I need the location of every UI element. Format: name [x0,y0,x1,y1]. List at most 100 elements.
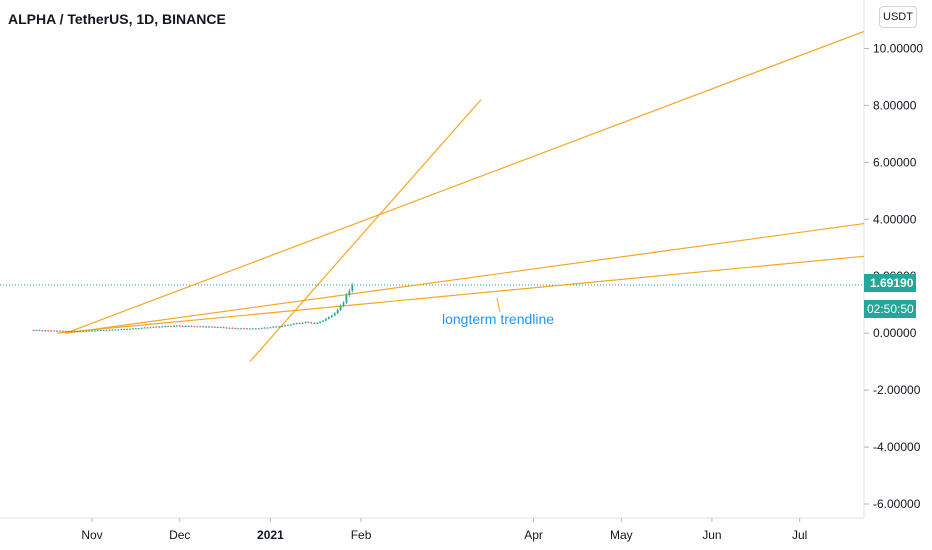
candle-body [123,329,126,331]
candle-body [254,328,257,330]
time-axis-label: Jul [792,528,807,542]
candle-body [295,323,298,325]
candle-body [269,327,272,329]
candle-body [161,326,164,328]
candle-body [111,329,114,331]
candle-body [325,318,327,321]
price-label-value: 1.69190 [870,276,914,290]
candle-body [304,322,307,324]
candle-body [292,323,295,325]
trendline[interactable] [65,30,865,334]
time-axis[interactable]: Nov Dec 2021 Feb Apr May Jun Jul [81,518,807,542]
candle-body [99,330,102,332]
candle-body [240,328,243,330]
time-axis-label: Jun [702,528,721,542]
candle-body [91,330,93,332]
candle-body [178,325,181,327]
candle-body [50,330,52,332]
candle-body [53,330,55,332]
candle-body [219,327,222,329]
candle-body [105,330,108,332]
time-axis-label: May [610,528,633,542]
candle-body [342,302,345,306]
candle-body [190,326,193,328]
price-axis-label: -2.00000 [873,383,921,397]
candle-body [237,328,240,330]
candle-body [38,330,41,332]
candle-body [102,330,105,332]
candle-body [287,324,289,326]
candle-body [345,295,348,303]
candle-body [316,322,319,324]
candle-body [56,330,58,332]
candle-body [134,328,137,330]
candle-body [289,324,292,326]
candle-body [260,327,263,329]
candle-body [58,330,61,332]
candle-body [228,327,231,329]
candle-body [205,326,207,328]
annotation-pointer [496,297,501,313]
price-axis-label: -4.00000 [873,440,921,454]
price-axis-label: -6.00000 [873,497,921,511]
candle-body [70,331,73,333]
candle-body [82,330,85,332]
candle-body [310,322,313,324]
candle-body [140,327,143,329]
candle-body [202,326,205,328]
candle-body [143,327,146,329]
countdown-label: 02:50:50 [864,300,916,318]
symbol-title[interactable]: ALPHA / TetherUS, 1D, BINANCE [8,11,226,27]
candle-body [187,326,190,328]
candle-body [94,330,96,332]
candle-body [158,326,161,328]
trendline[interactable] [249,99,482,363]
candle-body [137,328,140,330]
candle-body [114,329,117,331]
candle-body [44,330,47,332]
candle-body [348,290,351,296]
candle-body [339,305,342,310]
candle-body [152,326,155,328]
candle-body [307,322,310,324]
candle-body [231,327,234,329]
candle-body [73,331,76,333]
candle-body [120,329,123,331]
candle-body [275,326,278,328]
candle-body [76,330,79,332]
trendlines[interactable] [56,30,865,363]
candle-body [322,320,324,322]
price-axis-label: 6.00000 [873,155,917,169]
annotation-longterm-trendline[interactable]: longterm trendline [442,311,554,327]
candle-body [213,326,216,328]
candle-body [298,323,301,325]
trendline[interactable] [65,222,865,334]
candle-body [257,328,260,330]
candle-body [327,317,330,319]
candle-body [333,313,336,316]
candle-body [129,328,131,330]
candle-body [170,326,172,328]
candle-body [47,330,50,332]
currency-button[interactable]: USDT [879,6,917,28]
candle-body [216,327,219,329]
candle-body [281,326,283,328]
candle-body [263,327,266,329]
candle-body [211,326,213,328]
candle-body [301,322,304,324]
candle-body [175,325,178,327]
candle-body [164,326,167,328]
candle-body [225,327,228,329]
time-axis-label: Feb [351,528,372,542]
candle-body [64,331,67,333]
candle-body [284,325,286,327]
candle-body [351,284,354,291]
candle-body [336,309,339,314]
candle-body [117,329,120,331]
candle-body [222,327,225,329]
candle-body [126,329,129,331]
trendline[interactable] [56,255,865,334]
time-axis-label: Apr [524,528,543,542]
candle-body [313,323,316,325]
